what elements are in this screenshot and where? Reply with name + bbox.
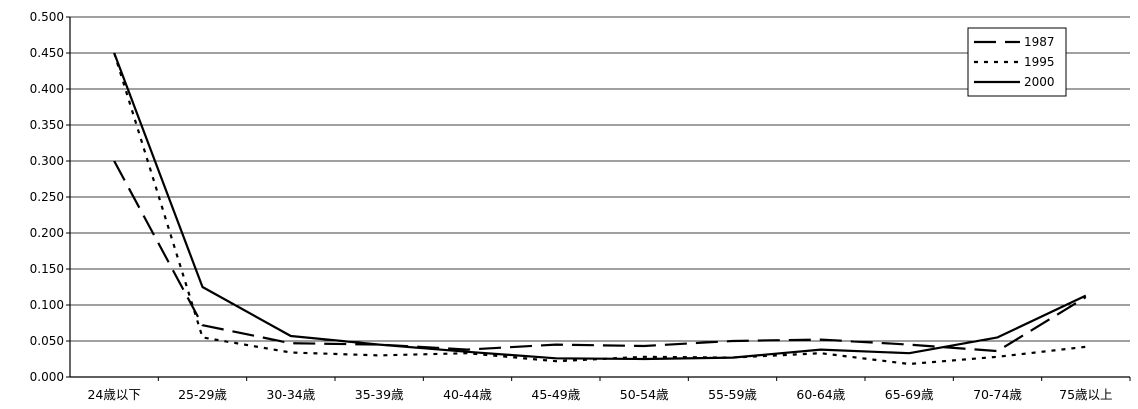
x-tick-label: 50-54歳 (620, 387, 669, 402)
y-tick-label: 0.100 (30, 298, 64, 312)
x-tick-label: 25-29歳 (178, 387, 227, 402)
y-tick-label: 0.350 (30, 118, 64, 132)
gridlines (70, 16, 1130, 342)
x-tick-label: 40-44歳 (443, 387, 492, 402)
legend-label-2000: 2000 (1024, 75, 1055, 89)
y-tick-label: 0.300 (30, 154, 64, 168)
series-line-1987 (113, 160, 1087, 353)
y-axis-ticks: 0.000 0.050 0.100 0.150 0.200 0.250 0.300 0.350… (30, 10, 70, 384)
legend: 1987 1995 2000 (967, 27, 1067, 97)
legend-label-1995: 1995 (1024, 55, 1055, 69)
y-tick-label: 0.200 (30, 226, 64, 240)
y-tick-label: 0.050 (30, 334, 64, 348)
x-axis-ticks: 24歳以下 25-29歳 30-34歳 35-39歳 40-44歳 45-49歳 50-54… (87, 377, 1131, 402)
y-tick-label: 0.450 (30, 46, 64, 60)
x-tick-label: 45-49歳 (531, 387, 580, 402)
x-tick-label: 60-64歳 (796, 387, 845, 402)
series-lines (113, 52, 1087, 366)
y-tick-label: 0.000 (30, 370, 64, 384)
series-line-2000 (113, 52, 1087, 361)
x-tick-label: 24歳以下 (87, 387, 140, 402)
y-tick-label: 0.150 (30, 262, 64, 276)
series-line-1995 (113, 52, 1086, 366)
x-tick-label: 70-74歳 (973, 387, 1022, 402)
legend-label-1987: 1987 (1024, 35, 1055, 49)
x-tick-label: 55-59歳 (708, 387, 757, 402)
x-tick-label: 65-69歳 (885, 387, 934, 402)
y-tick-label: 0.400 (30, 82, 64, 96)
y-tick-label: 0.250 (30, 190, 64, 204)
y-tick-label: 0.500 (30, 10, 64, 24)
x-tick-label: 35-39歳 (355, 387, 404, 402)
x-tick-label: 30-34歳 (266, 387, 315, 402)
x-tick-label: 75歳以上 (1059, 387, 1112, 402)
